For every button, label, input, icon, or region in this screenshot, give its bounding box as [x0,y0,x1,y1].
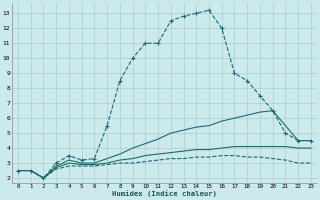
X-axis label: Humidex (Indice chaleur): Humidex (Indice chaleur) [112,190,217,197]
